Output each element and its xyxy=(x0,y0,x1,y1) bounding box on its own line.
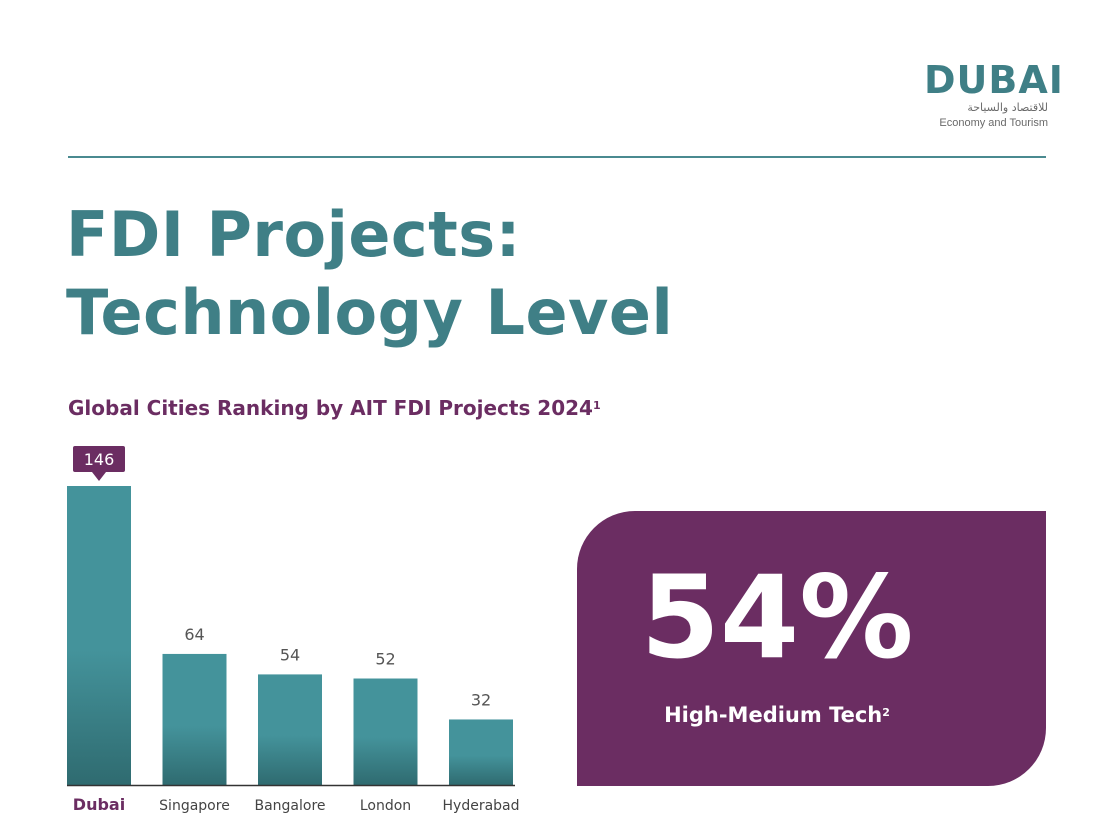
dubai-economy-logo: DUBAI للاقتصاد والسياحة Economy and Tour… xyxy=(924,58,1064,140)
header-divider xyxy=(68,156,1046,158)
value-label-hyderabad: 32 xyxy=(471,690,491,709)
stat-value: 54% xyxy=(640,551,914,684)
chart-subtitle-text: Global Cities Ranking by AIT FDI Project… xyxy=(68,396,593,420)
bar-group: 146 Dubai 64 Singapore 54 Bangalore 52 London 32… xyxy=(67,446,520,814)
bar-bangalore xyxy=(258,674,322,785)
page-title-line-1: FDI Projects: xyxy=(66,198,521,271)
value-label-singapore: 64 xyxy=(184,625,204,644)
category-label-hyderabad: Hyderabad xyxy=(443,798,520,814)
bar-london xyxy=(353,678,418,785)
bar-singapore xyxy=(162,653,227,785)
category-label-dubai: Dubai xyxy=(73,795,125,814)
logo-wordmark: DUBAI xyxy=(924,58,1064,102)
page-title: FDI Projects: Technology Level xyxy=(66,196,673,352)
value-callout-pointer-dubai xyxy=(92,472,106,481)
bar-dubai xyxy=(67,486,131,785)
value-callout-dubai xyxy=(73,446,125,472)
category-label-london: London xyxy=(360,798,411,814)
page-title-line-2: Technology Level xyxy=(66,276,674,349)
bar-hyderabad xyxy=(449,719,513,785)
logo-arabic-text: للاقتصاد والسياحة xyxy=(967,101,1048,114)
value-label-dubai: 146 xyxy=(84,450,115,469)
stat-label: High-Medium Tech2 xyxy=(577,701,977,729)
stat-card: 54% High-Medium Tech2 xyxy=(577,511,1046,786)
chart-subtitle-footnote: 1 xyxy=(592,399,601,412)
value-label-london: 52 xyxy=(375,650,395,669)
stat-label-footnote: 2 xyxy=(882,706,890,719)
stat-label-text: High-Medium Tech xyxy=(664,703,883,727)
category-label-bangalore: Bangalore xyxy=(254,798,325,814)
logo-english-text: Economy and Tourism xyxy=(939,117,1048,129)
value-label-bangalore: 54 xyxy=(280,645,300,664)
chart-subtitle: Global Cities Ranking by AIT FDI Project… xyxy=(68,394,601,422)
category-label-singapore: Singapore xyxy=(159,798,230,814)
